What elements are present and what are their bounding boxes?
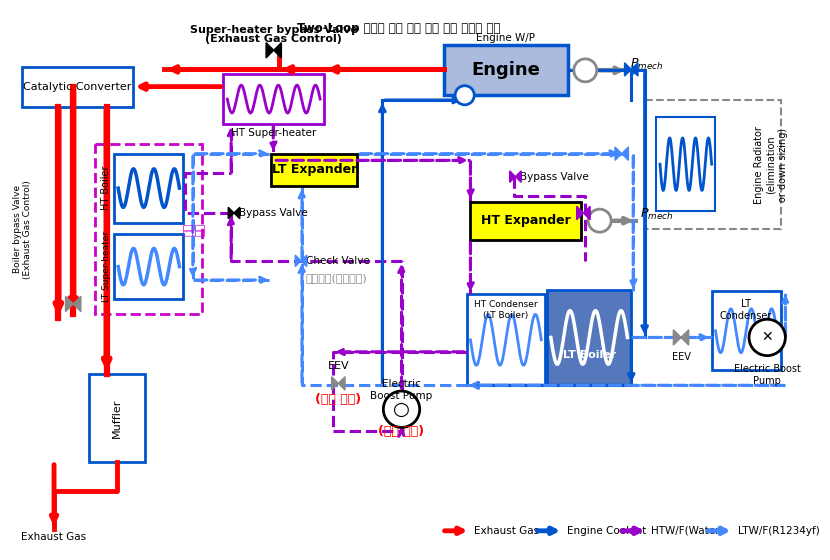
Text: Electric
Boost Pump: Electric Boost Pump [370,379,432,401]
FancyBboxPatch shape [115,234,183,299]
Text: Check Valve: Check Valve [305,256,369,266]
Text: 감압장치(오리피스): 감압장치(오리피스) [305,273,368,283]
Polygon shape [266,43,274,58]
Polygon shape [332,377,339,390]
Text: (압력 제어): (압력 제어) [315,393,361,406]
Text: Bypass Valve: Bypass Valve [520,171,589,181]
Polygon shape [274,43,281,58]
Text: Engine Radiator
(elimination
or down sizing): Engine Radiator (elimination or down siz… [754,125,788,204]
Polygon shape [673,330,681,345]
Polygon shape [66,296,73,311]
Text: Engine Coolant: Engine Coolant [567,526,647,536]
Text: Muffler: Muffler [112,398,122,437]
Polygon shape [510,171,515,183]
FancyBboxPatch shape [547,290,632,385]
Text: LT Expander: LT Expander [271,164,357,176]
Text: EEV: EEV [328,361,349,371]
Polygon shape [624,63,632,76]
Text: EEV: EEV [671,352,691,362]
Text: ○: ○ [393,400,410,419]
Polygon shape [615,147,622,160]
Text: Boiler bypass Valve
(Exhaust Gas Control): Boiler bypass Valve (Exhaust Gas Control… [12,180,32,279]
Text: HT Boiler: HT Boiler [100,166,110,211]
Circle shape [749,319,785,356]
Text: Two-Loop 방식의 엔진 폐열 회수 동력 시스템 구성: Two-Loop 방식의 엔진 폐열 회수 동력 시스템 구성 [297,21,500,35]
Text: Catalytic Converter: Catalytic Converter [23,82,132,92]
Polygon shape [681,330,689,345]
FancyBboxPatch shape [466,295,545,385]
Polygon shape [339,377,345,390]
FancyBboxPatch shape [90,374,145,462]
Text: HTW/F(Water): HTW/F(Water) [652,526,724,536]
Text: LT
Condenser: LT Condenser [720,299,773,321]
Circle shape [455,86,474,105]
Text: Super-heater bypass Valve: Super-heater bypass Valve [190,25,358,35]
FancyBboxPatch shape [271,153,358,186]
Text: 온도
제어: 온도 제어 [184,223,206,236]
Polygon shape [73,296,81,311]
FancyBboxPatch shape [444,45,568,95]
FancyBboxPatch shape [223,74,324,124]
Text: $P_{mech}$: $P_{mech}$ [640,207,673,222]
FancyBboxPatch shape [115,153,183,222]
Text: Engine: Engine [471,62,540,80]
Text: ✕: ✕ [761,330,773,344]
Polygon shape [295,255,301,267]
Text: Exhaust Gas: Exhaust Gas [474,526,540,536]
Text: HT Condenser
(LT Boiler): HT Condenser (LT Boiler) [474,300,538,320]
FancyBboxPatch shape [645,100,780,229]
Polygon shape [234,207,240,219]
Text: HT Super-heater: HT Super-heater [231,128,316,138]
FancyBboxPatch shape [471,202,580,240]
Text: HT Expander: HT Expander [481,214,570,227]
Polygon shape [577,206,583,220]
Text: Exhaust Gas: Exhaust Gas [22,531,86,542]
Polygon shape [301,255,307,267]
Polygon shape [622,147,628,160]
Polygon shape [228,207,234,219]
Text: LT Super-heater: LT Super-heater [101,231,110,302]
Circle shape [574,59,597,82]
Text: (Exhaust Gas Control): (Exhaust Gas Control) [205,34,342,44]
Text: Bypass Valve: Bypass Valve [239,208,308,218]
FancyBboxPatch shape [657,117,715,211]
FancyBboxPatch shape [95,144,203,315]
Text: Electric Boost
Pump: Electric Boost Pump [734,364,801,386]
Circle shape [588,209,611,232]
Text: Engine W/P: Engine W/P [476,33,535,43]
FancyBboxPatch shape [22,67,133,107]
Text: (유량 제어): (유량 제어) [378,424,425,438]
Text: LTW/F(R1234yf): LTW/F(R1234yf) [738,526,819,536]
Polygon shape [632,63,638,76]
Polygon shape [583,206,590,220]
Text: $P_{mech}$: $P_{mech}$ [630,57,663,72]
Circle shape [383,391,420,427]
FancyBboxPatch shape [711,292,780,370]
Polygon shape [515,171,521,183]
Text: LT Boiler: LT Boiler [563,349,616,360]
